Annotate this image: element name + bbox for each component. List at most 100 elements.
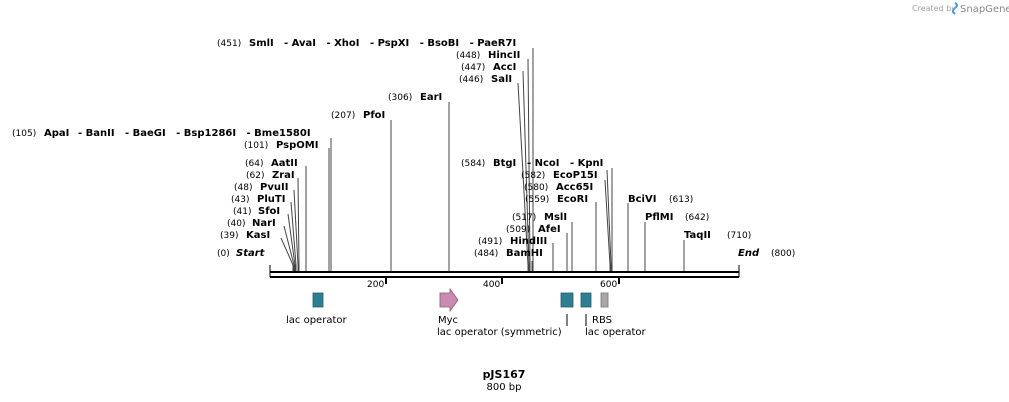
svg-text:HindIII: HindIII (510, 236, 547, 247)
svg-text:PspOMI: PspOMI (276, 140, 318, 151)
svg-text:PfoI: PfoI (363, 110, 385, 121)
svg-text:(43): (43) (231, 195, 249, 205)
svg-text:AatII: AatII (271, 158, 298, 169)
ruler: 200 400 600 (367, 278, 620, 290)
site-pluti[interactable]: (43) PluTI (231, 194, 285, 205)
site-aatii[interactable]: (64) AatII (245, 158, 298, 169)
svg-text:SmlI: SmlI (249, 38, 274, 49)
svg-text:EcoRI: EcoRI (557, 194, 588, 205)
svg-text:(40): (40) (227, 219, 245, 229)
plasmid-name: pJS167 (483, 368, 526, 381)
start-position: (0) (217, 249, 230, 259)
site-acc65i[interactable]: (580) Acc65I (524, 182, 593, 193)
tick-600: 600 (600, 280, 617, 290)
site-pfoi[interactable]: (207) PfoI (331, 110, 385, 121)
site-ecori[interactable]: (559) EcoRI (525, 194, 588, 205)
svg-text:(509): (509) (506, 225, 530, 235)
site-bcivi[interactable]: BciVI (613) (628, 194, 693, 205)
site-eari[interactable]: (306) EarI (388, 92, 442, 103)
svg-text:BtgI: BtgI (493, 158, 516, 169)
site-pspomi[interactable]: (101) PspOMI (244, 140, 318, 151)
site-sfoi[interactable]: (41) SfoI (233, 206, 280, 217)
lac-operator-1-label: lac operator (286, 315, 347, 326)
svg-text:- NcoI - KpnI: - NcoI - KpnI (527, 158, 603, 169)
end-position: (800) (771, 249, 795, 259)
svg-text:(41): (41) (233, 207, 251, 217)
svg-text:AfeI: AfeI (538, 224, 561, 235)
site-sali[interactable]: (446) SalI (459, 74, 512, 85)
svg-text:(101): (101) (244, 141, 268, 151)
svg-text:(48): (48) (234, 183, 252, 193)
svg-text:PflMI: PflMI (645, 212, 673, 223)
svg-text:(446): (446) (459, 75, 483, 85)
tick-400: 400 (483, 280, 500, 290)
start-label: Start (236, 248, 266, 259)
svg-text:(584): (584) (461, 159, 485, 169)
svg-text:(39): (39) (220, 231, 238, 241)
lac-operator-symmetric-block[interactable] (560, 292, 574, 308)
site-pvuii[interactable]: (48) PvuII (234, 182, 288, 193)
svg-text:MslI: MslI (544, 212, 567, 223)
svg-text:- BanII - BaeGI - Bsp1286I: - BanII - BaeGI - Bsp1286I - Bme1580I (78, 128, 311, 139)
lac-operator-2-label: lac operator (585, 327, 646, 338)
svg-text:EcoP15I: EcoP15I (553, 170, 598, 181)
myc-arrow[interactable] (439, 287, 459, 313)
svg-text:(451): (451) (217, 39, 241, 49)
svg-text:(580): (580) (524, 183, 548, 193)
svg-text:AccI: AccI (493, 62, 516, 73)
svg-text:(613): (613) (669, 195, 693, 205)
features: lac operator Myc lac operator (symmetric… (286, 287, 646, 338)
site-hincii[interactable]: (448) HincII (456, 50, 520, 61)
svg-text:ApaI: ApaI (44, 128, 69, 139)
site-bamhi[interactable]: (484) BamHI (474, 248, 543, 259)
end-label: End (738, 248, 760, 259)
rbs-label: RBS (592, 315, 612, 326)
svg-text:KasI: KasI (246, 230, 270, 241)
site-kasi[interactable]: (39) KasI (220, 230, 270, 241)
svg-text:(517): (517) (512, 213, 536, 223)
tick-200: 200 (367, 280, 384, 290)
svg-text:TaqII: TaqII (684, 230, 711, 241)
svg-text:(447): (447) (461, 63, 485, 73)
site-taqii[interactable]: TaqII (710) (684, 230, 751, 241)
svg-text:SalI: SalI (491, 74, 512, 85)
site-apai[interactable]: (105) ApaI - BanII - BaeGI - Bsp1286I - Bm… (12, 128, 311, 139)
svg-text:(484): (484) (474, 249, 498, 259)
plasmid-length: 800 bp (487, 382, 522, 393)
lac-operator-symmetric-label: lac operator (symmetric) (437, 327, 562, 338)
svg-text:(559): (559) (525, 195, 549, 205)
svg-text:(64): (64) (245, 159, 263, 169)
site-afei[interactable]: (509) AfeI (506, 224, 561, 235)
site-nari[interactable]: (40) NarI (227, 218, 276, 229)
svg-text:EarI: EarI (420, 92, 442, 103)
svg-text:BciVI: BciVI (628, 194, 656, 205)
svg-text:(491): (491) (478, 237, 502, 247)
svg-text:Acc65I: Acc65I (556, 182, 593, 193)
credit-text: Created by (912, 4, 956, 13)
svg-text:(582): (582) (521, 171, 545, 181)
site-ecop15i[interactable]: (582) EcoP15I (521, 170, 598, 181)
site-leader-lines (280, 48, 685, 271)
site-pflmi[interactable]: PflMI (642) (645, 212, 709, 223)
site-acci[interactable]: (447) AccI (461, 62, 516, 73)
svg-text:(306): (306) (388, 93, 412, 103)
svg-text:(105): (105) (12, 129, 36, 139)
svg-text:NarI: NarI (252, 218, 276, 229)
site-msli[interactable]: (517) MslI (512, 212, 567, 223)
svg-text:HincII: HincII (488, 50, 520, 61)
svg-text:(710): (710) (727, 231, 751, 241)
lac-operator-2-block[interactable] (580, 292, 592, 308)
site-smli[interactable]: (451) SmlI - AvaI - XhoI - PspXI - BsoBI -… (217, 38, 516, 49)
svg-text:(207): (207) (331, 111, 355, 121)
lac-operator-1-block[interactable] (312, 292, 324, 308)
rbs-block[interactable] (600, 292, 609, 308)
myc-label: Myc (438, 315, 458, 326)
site-hindiii[interactable]: (491) HindIII (478, 236, 547, 247)
svg-text:(62): (62) (246, 171, 264, 181)
svg-text:ZraI: ZraI (272, 170, 295, 181)
svg-text:BamHI: BamHI (506, 248, 543, 259)
site-labels: (39) KasI (40) NarI (41) SfoI (43) PluTI (48… (12, 38, 751, 259)
site-zrai[interactable]: (62) ZraI (246, 170, 295, 181)
site-btgi[interactable]: (584) BtgI - NcoI - KpnI (461, 158, 603, 169)
